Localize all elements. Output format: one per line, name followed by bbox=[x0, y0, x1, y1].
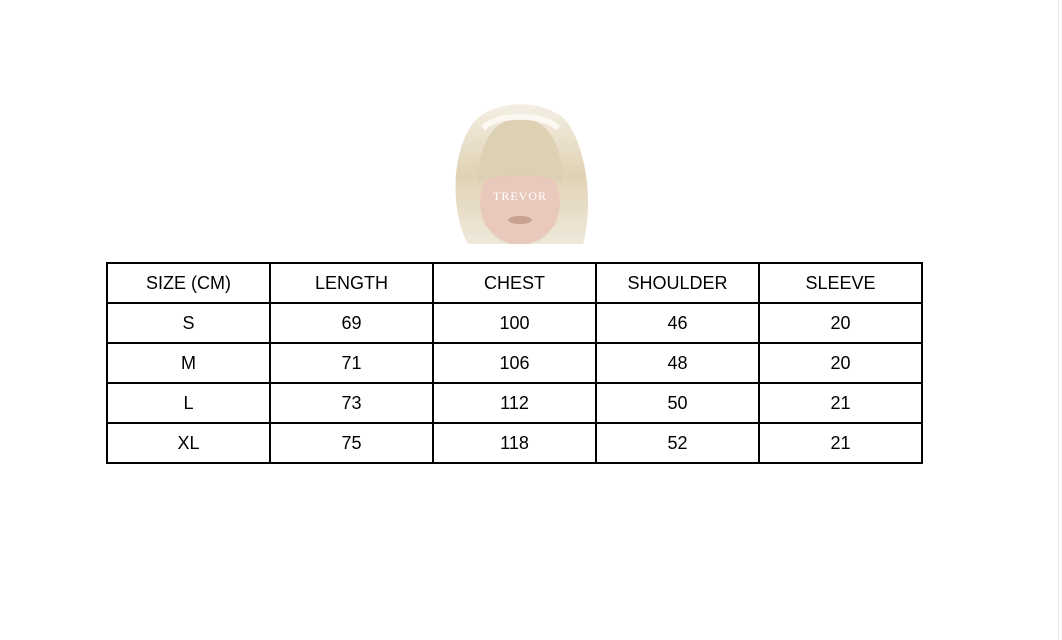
table-cell: 21 bbox=[758, 382, 923, 424]
table-cell: 20 bbox=[758, 342, 923, 384]
table-cell: 106 bbox=[432, 342, 597, 384]
page-edge bbox=[1058, 0, 1059, 640]
size-chart-table: SIZE (CM) LENGTH CHEST SHOULDER SLEEVE S… bbox=[106, 262, 923, 464]
table-cell: 21 bbox=[758, 422, 923, 464]
header-cell: LENGTH bbox=[269, 262, 434, 304]
header-cell: SHOULDER bbox=[595, 262, 760, 304]
header-cell: CHEST bbox=[432, 262, 597, 304]
table-row: M 71 106 48 20 bbox=[106, 342, 923, 384]
table-cell: 112 bbox=[432, 382, 597, 424]
table-header-row: SIZE (CM) LENGTH CHEST SHOULDER SLEEVE bbox=[106, 262, 923, 304]
table-cell: 118 bbox=[432, 422, 597, 464]
table-cell: 20 bbox=[758, 302, 923, 344]
table-cell: 69 bbox=[269, 302, 434, 344]
table-cell: L bbox=[106, 382, 271, 424]
table-cell: 73 bbox=[269, 382, 434, 424]
table-cell: 46 bbox=[595, 302, 760, 344]
brand-logo-image: TREVOR bbox=[455, 104, 588, 244]
header-cell: SIZE (CM) bbox=[106, 262, 271, 304]
table-cell: 71 bbox=[269, 342, 434, 384]
table-row: S 69 100 46 20 bbox=[106, 302, 923, 344]
table-row: L 73 112 50 21 bbox=[106, 382, 923, 424]
table-cell: 100 bbox=[432, 302, 597, 344]
table-cell: 75 bbox=[269, 422, 434, 464]
table-cell: M bbox=[106, 342, 271, 384]
header-cell: SLEEVE bbox=[758, 262, 923, 304]
table-row: XL 75 118 52 21 bbox=[106, 422, 923, 464]
table-cell: 48 bbox=[595, 342, 760, 384]
table-cell: 52 bbox=[595, 422, 760, 464]
table-cell: 50 bbox=[595, 382, 760, 424]
table-cell: S bbox=[106, 302, 271, 344]
table-cell: XL bbox=[106, 422, 271, 464]
logo-text: TREVOR bbox=[493, 189, 547, 203]
